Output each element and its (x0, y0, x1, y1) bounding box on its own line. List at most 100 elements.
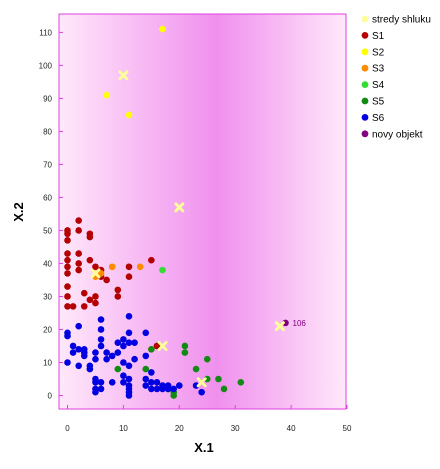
point-s4 (159, 266, 166, 274)
point-s6 (148, 369, 155, 376)
cluster-center-marker (90, 268, 101, 279)
point-s1 (92, 263, 99, 271)
point-s6 (92, 349, 99, 356)
point-s6 (142, 382, 150, 389)
point-s6 (198, 388, 205, 396)
point-s6 (142, 329, 150, 337)
point-s1 (114, 286, 122, 294)
point-s1 (86, 256, 94, 264)
point-s1 (153, 342, 161, 350)
legend-marker (361, 97, 369, 105)
point-s1 (114, 293, 122, 300)
point-s6 (125, 329, 133, 337)
point-s6 (103, 349, 110, 356)
x-tick-label: 50 (343, 424, 352, 433)
point-s1 (75, 227, 82, 234)
point-s1 (69, 303, 77, 310)
point-s6 (75, 322, 82, 330)
legend-label: S3 (372, 64, 385, 75)
point-s1 (148, 256, 155, 264)
point-s6 (108, 378, 116, 386)
point-s6 (64, 332, 71, 340)
point-s1 (80, 303, 88, 310)
x-tick-label: 30 (231, 424, 240, 433)
y-tick-label: 20 (43, 325, 52, 334)
point-s1 (64, 283, 71, 290)
point-s6 (164, 385, 172, 393)
point-s6 (69, 342, 77, 350)
point-s5 (170, 392, 178, 399)
point-s6 (97, 336, 105, 343)
annotations: 106 (293, 319, 307, 328)
point-s6 (108, 352, 116, 360)
point-s1 (86, 233, 94, 241)
legend-item: stredy shluku (361, 15, 431, 26)
point-s5 (192, 365, 200, 373)
legend-marker (361, 15, 369, 23)
point-s1 (80, 289, 88, 297)
point-s6 (148, 378, 155, 386)
legend-item: S3 (361, 64, 385, 75)
cluster-center-marker (196, 377, 207, 388)
y-tick-label: 100 (39, 61, 53, 70)
point-s1 (64, 270, 71, 277)
legend-item: S6 (361, 113, 385, 124)
point-s6 (120, 359, 127, 366)
point-s6 (131, 339, 138, 346)
point-s6 (120, 372, 127, 379)
point-s6 (103, 355, 110, 363)
point-s6 (125, 312, 133, 320)
y-tick-label: 110 (39, 28, 52, 37)
point-s5 (148, 345, 155, 353)
x-tick-label: 20 (175, 424, 184, 433)
x-tick-label: 10 (119, 424, 128, 433)
point-s5 (181, 342, 189, 350)
point-s6 (69, 349, 77, 356)
point-s1 (75, 250, 82, 257)
point-s6 (120, 342, 127, 350)
y-tick-label: 0 (48, 392, 53, 401)
point-s6 (92, 378, 99, 386)
point-s5 (114, 365, 122, 373)
point-s1 (64, 256, 71, 264)
x-tick-label: 40 (287, 424, 296, 433)
point-s3 (97, 270, 105, 277)
point-s1 (64, 263, 71, 271)
point-s5 (181, 349, 189, 356)
point-s6 (148, 385, 155, 393)
point-annotation: 106 (293, 319, 307, 328)
legend-marker (361, 130, 369, 138)
point-s6 (97, 378, 105, 386)
point-s1 (75, 260, 82, 267)
legend-item: novy objekt (361, 129, 423, 140)
legend-item: S4 (361, 80, 385, 91)
cluster-center-marker (174, 202, 185, 213)
point-s6 (153, 378, 161, 386)
cluster-center-marker (118, 70, 129, 81)
point-s6 (92, 388, 99, 396)
point-s6 (64, 359, 71, 366)
y-tick-label: 30 (43, 292, 52, 301)
data-points (64, 25, 289, 399)
point-s1 (75, 266, 82, 274)
point-s1 (92, 293, 99, 300)
point-s6 (120, 336, 127, 343)
legend-label: S5 (372, 97, 385, 108)
point-s1 (64, 293, 71, 300)
point-s5 (220, 385, 228, 393)
point-s3 (136, 263, 144, 271)
y-tick-label: 70 (43, 160, 52, 169)
point-s2 (159, 25, 166, 33)
point-s6 (153, 385, 161, 393)
y-axis-title: X.2 (11, 202, 26, 222)
point-s6 (125, 339, 133, 346)
point-s1 (64, 303, 71, 310)
legend-item: S5 (361, 97, 385, 108)
y-tick-label: 90 (43, 94, 52, 103)
point-s6 (114, 339, 122, 346)
point-s6 (125, 392, 133, 399)
point-s6 (92, 355, 99, 363)
cluster-center-marker (157, 340, 168, 351)
point-s5 (203, 355, 211, 363)
